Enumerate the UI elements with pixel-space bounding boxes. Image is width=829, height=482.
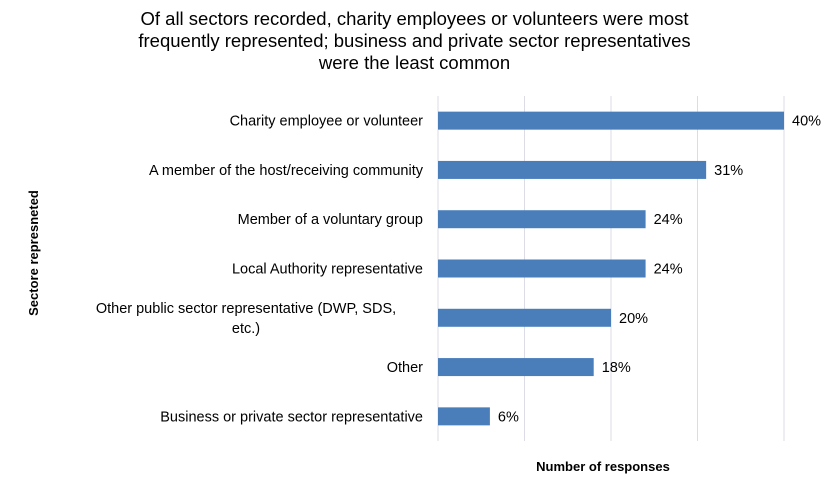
category-label: Charity employee or volunteer	[230, 114, 424, 130]
category-labels: Charity employee or volunteer A member of…	[96, 114, 424, 426]
value-labels: 40% 31% 24% 24% 20% 18% 6%	[498, 114, 821, 426]
value-label: 40%	[792, 114, 821, 130]
chart-title: Of all sectors recorded, charity employe…	[138, 8, 691, 73]
category-label: A member of the host/receiving community	[149, 163, 424, 179]
bar	[438, 210, 646, 229]
bars	[438, 111, 784, 426]
category-label: Other	[387, 360, 423, 376]
category-label: Local Authority representative	[232, 262, 423, 278]
bar	[438, 308, 611, 327]
value-label: 24%	[654, 212, 683, 228]
category-label: Member of a voluntary group	[238, 212, 423, 228]
bar	[438, 259, 646, 278]
value-label: 18%	[602, 360, 631, 376]
value-label: 6%	[498, 409, 519, 425]
x-axis-title: Number of responses	[536, 459, 670, 474]
category-label: Business or private sector representativ…	[160, 409, 423, 425]
bar	[438, 160, 707, 179]
value-label: 24%	[654, 262, 683, 278]
bar	[438, 111, 784, 130]
value-label: 20%	[619, 311, 648, 327]
y-axis-title: Sectore represneted	[26, 190, 41, 316]
category-label: Other public sector representative (DWP,…	[96, 301, 396, 337]
value-label: 31%	[714, 163, 743, 179]
bar	[438, 358, 594, 377]
bar	[438, 407, 490, 426]
